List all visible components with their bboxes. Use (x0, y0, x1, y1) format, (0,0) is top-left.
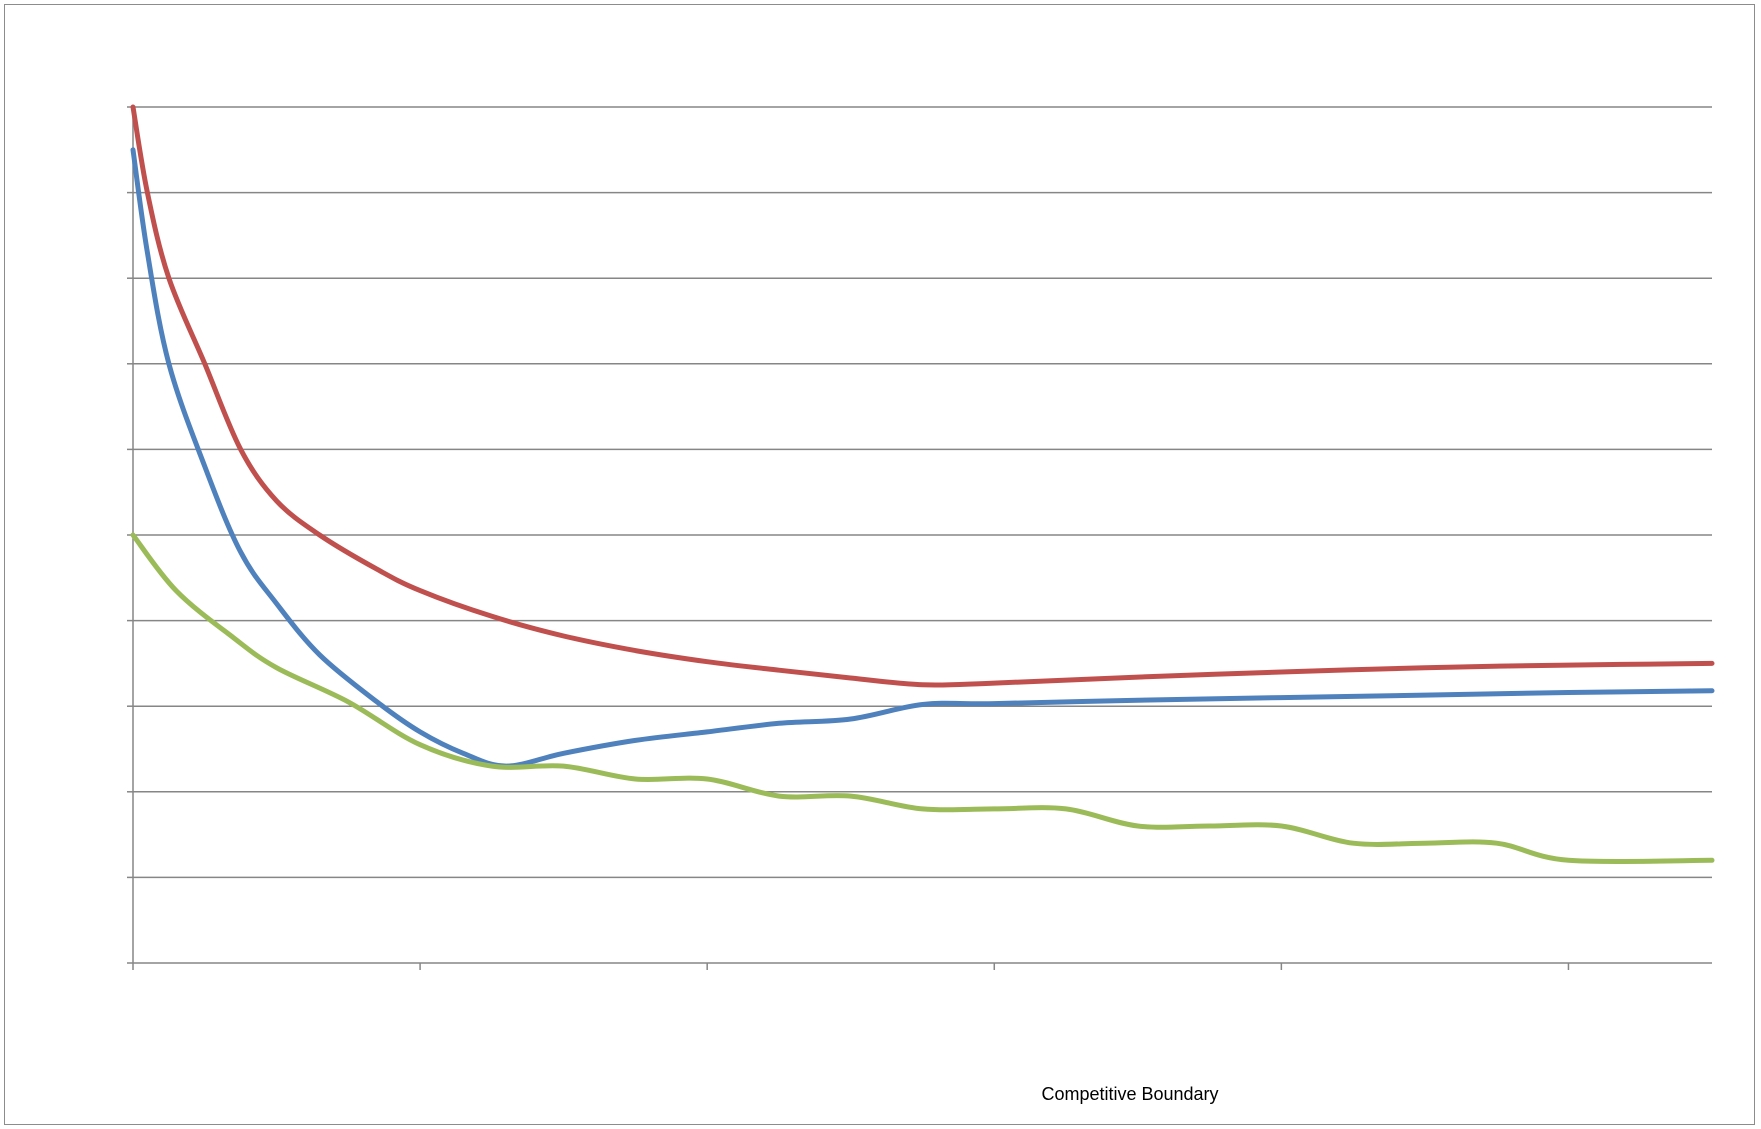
gridlines (133, 106, 1712, 879)
series-blue-line (130, 147, 1715, 769)
x-axis-title: Competitive Boundary (1041, 1084, 1218, 1104)
series-lines (130, 104, 1715, 865)
series-green-line (130, 532, 1715, 865)
series-red-line (130, 104, 1715, 688)
chart-frame (4, 4, 1755, 1125)
